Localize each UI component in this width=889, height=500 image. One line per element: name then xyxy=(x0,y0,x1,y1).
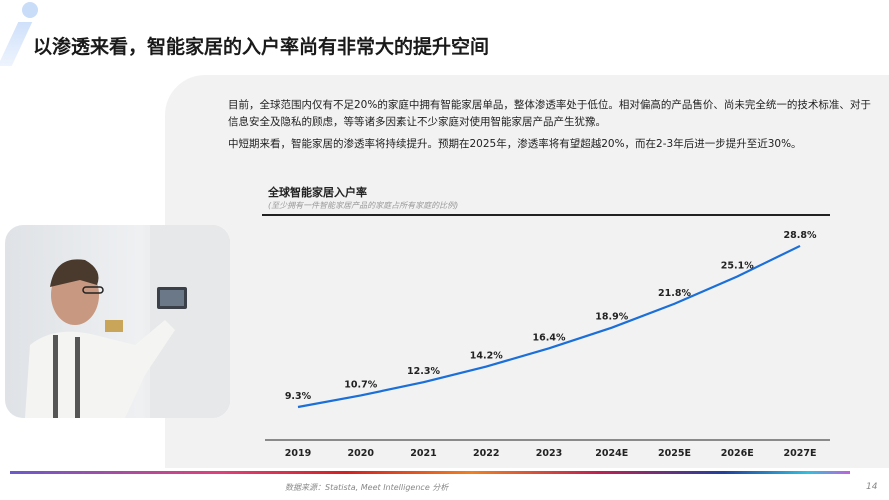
x-tick-label: 2023 xyxy=(536,448,562,459)
x-tick-label: 2022 xyxy=(473,448,499,459)
smart-home-photo xyxy=(5,225,230,418)
x-tick-label: 2024E xyxy=(595,448,628,459)
data-label: 14.2% xyxy=(470,351,503,362)
data-label: 16.4% xyxy=(533,332,566,343)
chart-top-rule xyxy=(262,214,830,216)
data-label: 12.3% xyxy=(407,366,440,377)
data-label: 21.8% xyxy=(658,288,691,299)
data-label: 28.8% xyxy=(784,230,817,241)
data-label: 10.7% xyxy=(344,379,377,390)
x-tick-label: 2020 xyxy=(348,448,375,459)
x-tick-label: 2019 xyxy=(285,448,311,459)
content-panel xyxy=(165,75,889,468)
page-number: 14 xyxy=(866,482,878,492)
x-tick-label: 2026E xyxy=(721,448,754,459)
gradient-divider xyxy=(10,471,850,474)
x-tick-label: 2025E xyxy=(658,448,691,459)
page-title: 以渗透来看，智能家居的入户率尚有非常大的提升空间 xyxy=(33,36,490,58)
chart-title: 全球智能家居入户率 xyxy=(268,186,367,199)
man-using-wall-panel-image xyxy=(25,225,230,418)
paragraph-2: 中短期来看，智能家居的渗透率将持续提升。预期在2025年，渗透率将有望超越20%… xyxy=(228,138,802,150)
chart-subtitle: (至少拥有一件智能家居产品的家庭占所有家庭的比例) xyxy=(268,201,459,210)
data-label: 18.9% xyxy=(595,312,628,323)
x-tick-label: 2027E xyxy=(784,448,817,459)
paragraph-1: 目前，全球范围内仅有不足20%的家庭中拥有智能家居单品，整体渗透率处于低位。相对… xyxy=(228,99,871,128)
source-note: 数据来源：Statista, Meet Intelligence 分析 xyxy=(285,483,449,492)
decorative-dot xyxy=(22,2,38,18)
x-tick-label: 2021 xyxy=(410,448,436,459)
data-label: 25.1% xyxy=(721,260,754,271)
data-label: 9.3% xyxy=(285,391,312,402)
